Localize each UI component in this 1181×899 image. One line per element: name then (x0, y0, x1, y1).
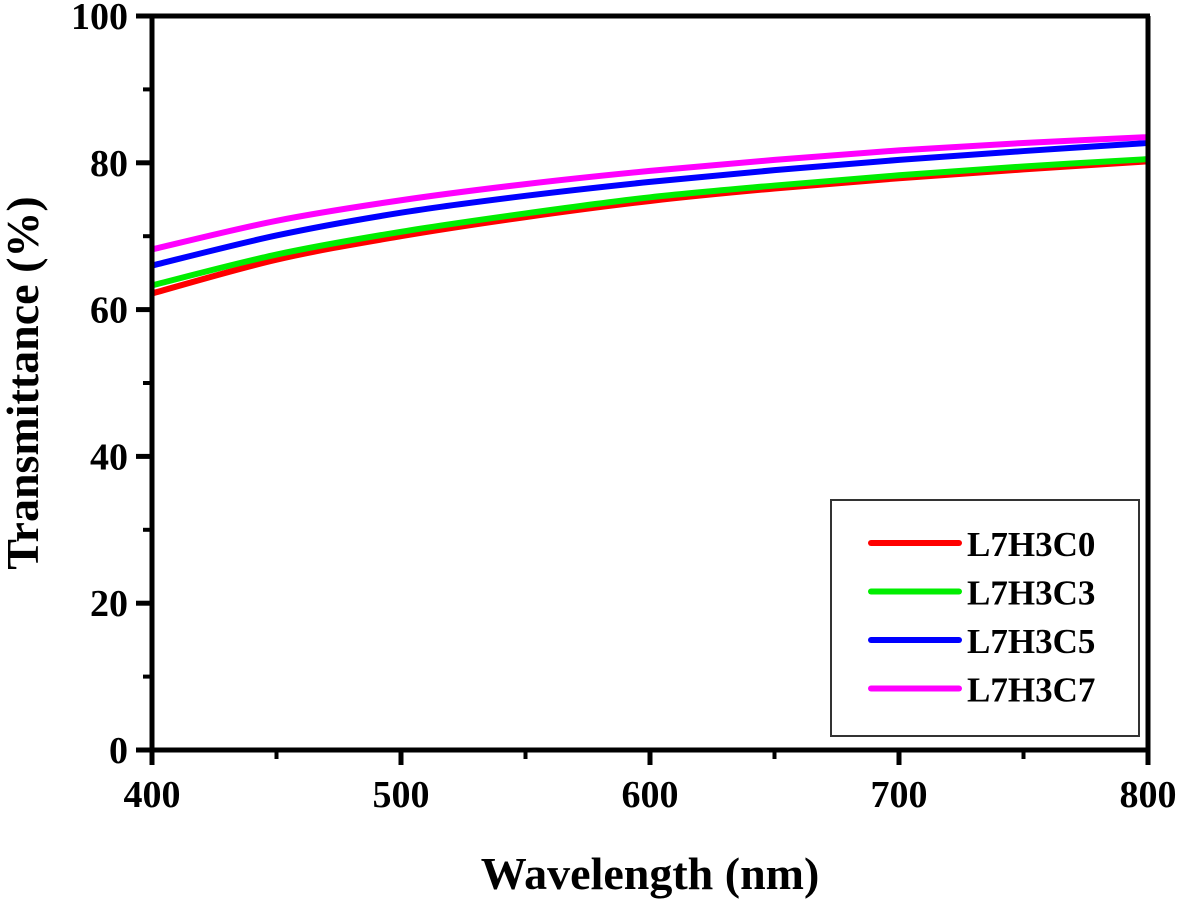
y-axis-title: Transmittance (%) (0, 196, 48, 569)
legend-label: L7H3C5 (967, 622, 1095, 661)
ticks-layer: 400 500 600 700 800 0 20 40 60 80 100 (71, 0, 1177, 816)
y-tick-label: 0 (109, 730, 128, 772)
y-tick-label: 80 (90, 143, 128, 185)
legend-label: L7H3C0 (967, 525, 1095, 564)
legend-item-l7h3c0: L7H3C0 (868, 525, 1095, 564)
legend-box (830, 499, 1140, 737)
series-line-l7h3c7 (151, 134, 1149, 253)
series-line-l7h3c3 (151, 156, 1149, 289)
legend-item-l7h3c3: L7H3C3 (868, 574, 1095, 613)
legend-label: L7H3C7 (967, 671, 1095, 710)
x-tick-label: 800 (1120, 774, 1177, 816)
x-tick-label: 500 (373, 774, 430, 816)
series-line-l7h3c5 (151, 139, 1149, 269)
series-layer (151, 134, 1149, 297)
x-axis-title: Wavelength (nm) (481, 848, 820, 899)
x-tick-label: 600 (622, 774, 679, 816)
legend-item-l7h3c7: L7H3C7 (868, 671, 1095, 710)
legend: L7H3C0 L7H3C3 L7H3C5 L7H3C7 (830, 499, 1140, 737)
legend-item-l7h3c5: L7H3C5 (868, 622, 1095, 661)
x-tick-label: 700 (871, 774, 928, 816)
y-tick-label: 20 (90, 583, 128, 625)
y-tick-label: 40 (90, 436, 128, 478)
legend-label: L7H3C3 (967, 574, 1095, 613)
y-tick-label: 60 (90, 290, 128, 332)
x-tick-label: 400 (124, 774, 181, 816)
y-tick-label: 100 (71, 0, 128, 38)
